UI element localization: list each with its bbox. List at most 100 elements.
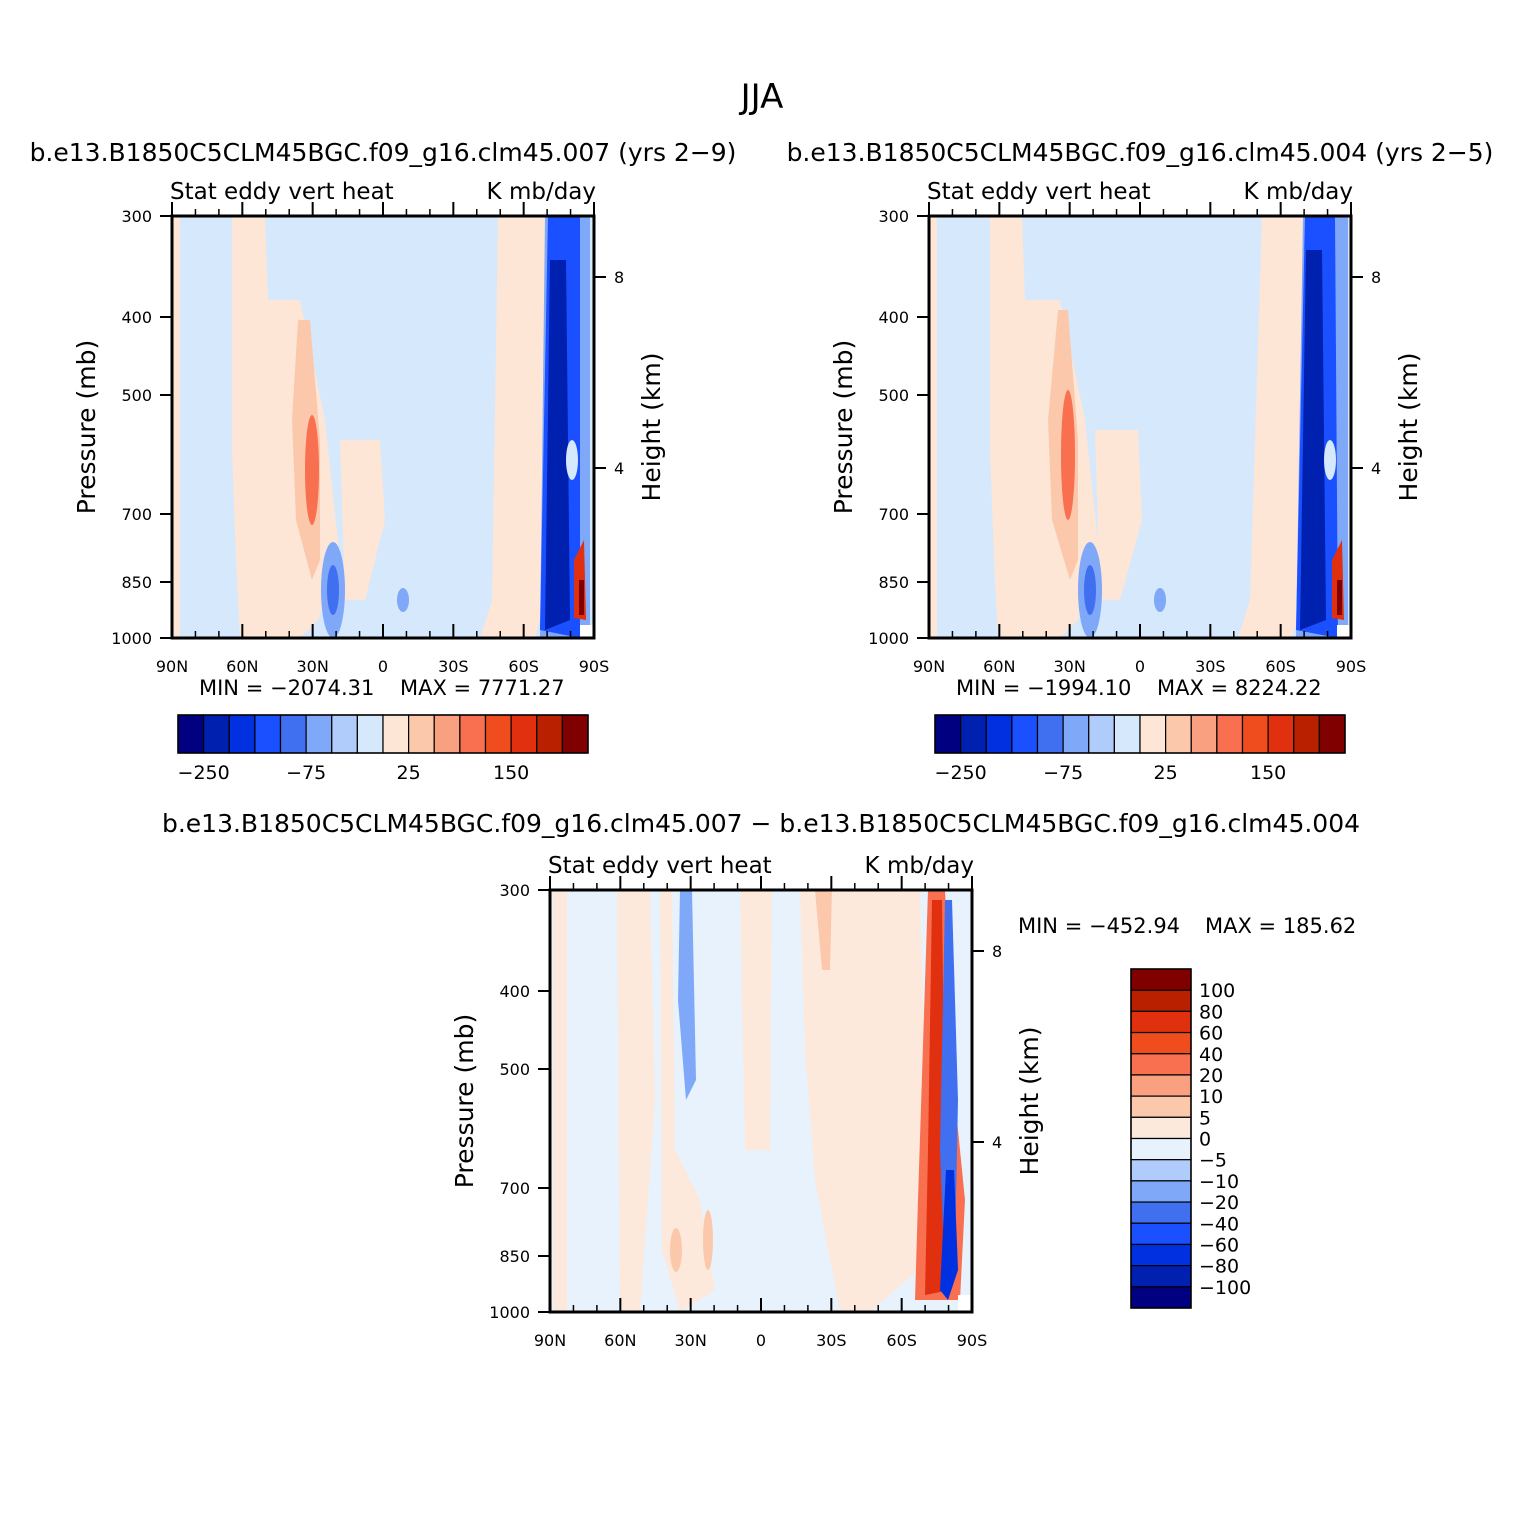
colorbar-swatch bbox=[1130, 1180, 1192, 1203]
colorbar-label: 60 bbox=[1199, 1023, 1223, 1045]
panel-2-band-tropics bbox=[1095, 430, 1142, 600]
x-tick-label: 90S bbox=[579, 657, 610, 676]
colorbar-label: 20 bbox=[1199, 1065, 1223, 1087]
x-tick-label: 60S bbox=[1265, 657, 1296, 676]
panel-1-title: b.e13.B1850C5CLM45BGC.f09_g16.clm45.007 … bbox=[30, 138, 737, 167]
colorbar-swatch bbox=[305, 714, 333, 754]
y-tick-label: 700 bbox=[121, 505, 152, 524]
colorbar-label: 100 bbox=[1199, 980, 1235, 1002]
colorbar-swatch bbox=[382, 714, 410, 754]
x-tick-label: 60N bbox=[604, 1331, 636, 1350]
colorbar-label: −60 bbox=[1199, 1234, 1239, 1256]
y-tick-label: 850 bbox=[878, 573, 909, 592]
panel-2-antarctic-neg-core bbox=[1300, 250, 1326, 630]
colorbar-label: −80 bbox=[1199, 1256, 1239, 1278]
x-tick-label: 90N bbox=[913, 657, 945, 676]
colorbar-label: 150 bbox=[1250, 762, 1286, 784]
x-tick-label: 0 bbox=[378, 657, 388, 676]
colorbar-label: −20 bbox=[1199, 1192, 1239, 1214]
panel-3-field bbox=[550, 890, 972, 1312]
y-tick-label: 400 bbox=[121, 308, 152, 327]
colorbar-swatch bbox=[510, 714, 538, 754]
panel-2-y2label: Height (km) bbox=[1394, 353, 1423, 502]
y2-tick-label: 8 bbox=[614, 268, 624, 287]
panel-1-antarctic-pos-core bbox=[579, 580, 584, 615]
x-tick-label: 60S bbox=[508, 657, 539, 676]
panel-2-ylabel: Pressure (mb) bbox=[829, 340, 858, 514]
x-tick-label: 30N bbox=[297, 657, 329, 676]
x-tick-label: 30N bbox=[675, 1331, 707, 1350]
y-tick-label: 400 bbox=[878, 308, 909, 327]
colorbar-swatch bbox=[177, 714, 205, 754]
panel-1-max-text: MAX = 7771.27 bbox=[400, 676, 565, 700]
panel-1-field bbox=[172, 216, 594, 638]
panel-1-band-southern-midlat bbox=[480, 216, 545, 638]
y-tick-label: 300 bbox=[878, 207, 909, 226]
colorbar-swatch bbox=[1130, 989, 1192, 1012]
panel-3-blob-upper-pos bbox=[815, 890, 832, 970]
panel-3-y2label: Height (km) bbox=[1015, 1027, 1044, 1176]
y-tick-label: 1000 bbox=[111, 629, 152, 648]
colorbar-swatch bbox=[960, 714, 987, 754]
y-tick-label: 500 bbox=[121, 386, 152, 405]
colorbar-swatch bbox=[1267, 714, 1295, 754]
colorbar-swatch bbox=[1130, 1010, 1192, 1034]
y-tick-label: 700 bbox=[499, 1179, 530, 1198]
figure-title: JJA bbox=[739, 77, 784, 117]
colorbar-swatch bbox=[1130, 1116, 1192, 1140]
y-tick-label: 850 bbox=[121, 573, 152, 592]
x-tick-label: 60N bbox=[226, 657, 258, 676]
colorbar-label: 5 bbox=[1199, 1107, 1211, 1129]
y-tick-label: 300 bbox=[121, 207, 152, 226]
x-tick-label: 60N bbox=[983, 657, 1015, 676]
x-tick-label: 30S bbox=[1195, 657, 1226, 676]
colorbar-swatch bbox=[331, 714, 358, 754]
colorbar-swatch bbox=[1130, 1074, 1192, 1097]
y2-tick-label: 4 bbox=[1371, 459, 1381, 478]
colorbar-swatch bbox=[1293, 714, 1320, 754]
panel-3-blob-pos-low bbox=[670, 1228, 682, 1272]
panel-2-title: b.e13.B1850C5CLM45BGC.f09_g16.clm45.004 … bbox=[787, 138, 1494, 167]
x-tick-label: 0 bbox=[1135, 657, 1145, 676]
colorbar-label: −250 bbox=[178, 762, 230, 784]
colorbar-swatch bbox=[1088, 714, 1115, 754]
colorbar-label: −75 bbox=[286, 762, 326, 784]
colorbar-swatch bbox=[1130, 1031, 1192, 1055]
colorbar-label: −5 bbox=[1199, 1150, 1227, 1172]
panel-3-left-label: Stat eddy vert heat bbox=[548, 853, 772, 879]
panel-1-blob-subtropical-core bbox=[305, 415, 319, 525]
colorbar-swatch bbox=[1318, 714, 1346, 754]
x-tick-label: 30S bbox=[438, 657, 469, 676]
panel-3-band-3 bbox=[660, 890, 715, 1312]
panel-2-band-southern-midlat bbox=[1238, 216, 1303, 638]
panel-3-right-label: K mb/day bbox=[865, 853, 974, 879]
panel-1-blob-low-level-neg-core bbox=[327, 565, 339, 615]
colorbar-label: 80 bbox=[1199, 1001, 1223, 1023]
panel-3-topography-mask bbox=[958, 1295, 972, 1312]
panel-1: b.e13.B1850C5CLM45BGC.f09_g16.clm45.007 … bbox=[30, 138, 737, 784]
y2-tick-label: 8 bbox=[992, 942, 1002, 961]
colorbar-swatch bbox=[408, 714, 435, 754]
panel-1-antarctic-gap bbox=[566, 440, 578, 480]
colorbar-frame bbox=[1130, 968, 1192, 1309]
panel-1-antarctic-neg-core bbox=[545, 260, 570, 630]
colorbar-swatch bbox=[1130, 1201, 1192, 1224]
x-tick-label: 0 bbox=[756, 1331, 766, 1350]
colorbar-swatch bbox=[484, 714, 512, 754]
x-tick-label: 30N bbox=[1054, 657, 1086, 676]
panel-3-ylabel: Pressure (mb) bbox=[450, 1014, 479, 1188]
colorbar-swatch bbox=[1130, 1286, 1192, 1309]
colorbar-label: −100 bbox=[1199, 1277, 1251, 1299]
panel-2-min-text: MIN = −1994.10 bbox=[956, 676, 1131, 700]
panel-1-min-text: MIN = −2074.31 bbox=[199, 676, 374, 700]
panel-1-ticks: 90N 60N 30N 0 30S 60S 90S 300 400 500 700 850 1000 8 4 bbox=[111, 202, 624, 676]
panel-3-band-2 bbox=[617, 890, 655, 1312]
colorbar-swatch bbox=[254, 714, 282, 754]
panel-2-antarctic-gap bbox=[1324, 440, 1336, 480]
colorbar-swatch bbox=[433, 714, 461, 754]
panel-2-blob-subtropical-core bbox=[1061, 390, 1075, 520]
colorbar-swatch bbox=[1130, 1137, 1192, 1161]
x-tick-label: 90S bbox=[1336, 657, 1367, 676]
x-tick-label: 90N bbox=[156, 657, 188, 676]
colorbar-swatch bbox=[1130, 1222, 1192, 1246]
